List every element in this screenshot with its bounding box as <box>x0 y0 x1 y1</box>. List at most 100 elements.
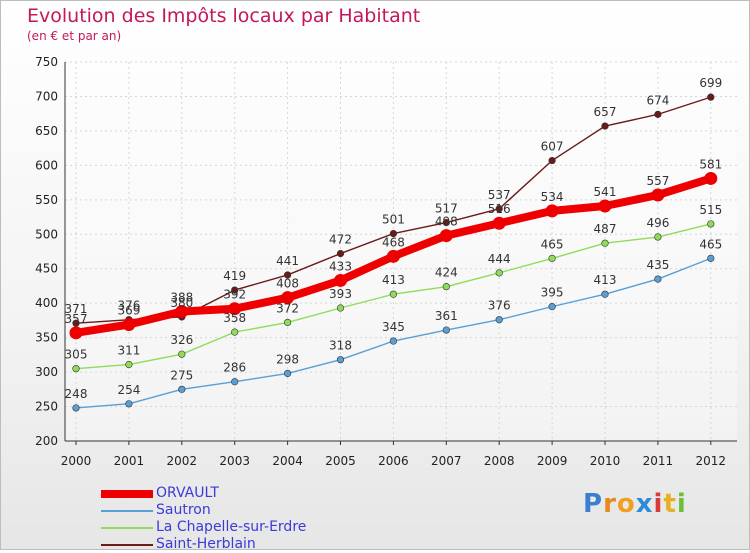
data-label-la-chapelle-sur-erdre: 311 <box>117 344 140 358</box>
data-point-orvault <box>228 302 242 316</box>
data-label-saint-herblain: 376 <box>117 299 140 313</box>
data-label-orvault: 392 <box>223 288 246 302</box>
data-label-sautron: 254 <box>117 383 140 397</box>
y-tick-label: 450 <box>35 262 58 276</box>
data-point-la-chapelle-sur-erdre <box>336 304 345 312</box>
legend-swatch <box>101 510 153 512</box>
data-point-saint-herblain <box>336 249 345 258</box>
data-label-orvault: 369 <box>117 304 140 318</box>
data-point-sautron <box>178 385 186 393</box>
data-point-la-chapelle-sur-erdre <box>125 360 133 369</box>
data-label-saint-herblain: 419 <box>223 269 246 283</box>
data-label-la-chapelle-sur-erdre: 487 <box>594 222 617 236</box>
legend-label: Sautron <box>156 502 211 518</box>
data-point-la-chapelle-sur-erdre <box>72 365 80 373</box>
data-label-saint-herblain: 657 <box>594 105 617 119</box>
data-point-orvault <box>334 273 347 287</box>
data-point-sautron <box>336 356 345 364</box>
data-label-sautron: 435 <box>646 258 669 272</box>
y-tick-label: 400 <box>35 296 58 310</box>
data-point-saint-herblain <box>601 122 609 130</box>
x-tick-label: 2010 <box>590 454 621 468</box>
x-tick-label: 2000 <box>61 454 92 468</box>
data-label-la-chapelle-sur-erdre: 326 <box>170 333 193 347</box>
logo-letter: o <box>616 489 636 519</box>
data-label-orvault: 516 <box>488 202 511 216</box>
data-point-saint-herblain <box>389 229 398 238</box>
data-label-la-chapelle-sur-erdre: 515 <box>699 203 722 217</box>
data-point-la-chapelle-sur-erdre <box>654 233 662 241</box>
x-tick-label: 2002 <box>167 454 198 468</box>
data-point-la-chapelle-sur-erdre <box>178 350 186 358</box>
data-point-la-chapelle-sur-erdre <box>495 269 503 277</box>
data-label-sautron: 286 <box>223 361 246 375</box>
data-label-orvault: 388 <box>170 290 193 304</box>
y-tick-label: 350 <box>35 331 58 345</box>
data-point-la-chapelle-sur-erdre <box>601 239 609 247</box>
legend-label: Saint-Herblain <box>156 536 256 552</box>
y-tick-label: 650 <box>35 124 58 138</box>
x-tick-label: 2009 <box>537 454 568 468</box>
data-label-orvault: 581 <box>699 157 722 171</box>
data-point-sautron <box>442 326 450 334</box>
data-label-sautron: 361 <box>435 309 458 323</box>
y-tick-label: 700 <box>35 89 58 103</box>
data-label-saint-herblain: 517 <box>435 202 458 216</box>
data-label-sautron: 298 <box>276 352 299 366</box>
data-label-orvault: 357 <box>65 312 88 326</box>
data-point-la-chapelle-sur-erdre <box>231 328 239 336</box>
data-point-la-chapelle-sur-erdre <box>548 254 556 262</box>
legend: ORVAULT Sautron La Chapelle-sur-Erdre Saint… <box>101 485 361 553</box>
data-label-la-chapelle-sur-erdre: 465 <box>541 237 564 251</box>
data-label-la-chapelle-sur-erdre: 413 <box>382 273 405 287</box>
logo-letter: x <box>635 489 654 519</box>
data-point-sautron <box>389 337 398 345</box>
axis-layer: 200 250 300 350 400 450 500 550 600 650 700 750 2000… <box>35 55 737 468</box>
data-label-sautron: 413 <box>594 273 617 287</box>
series-layer <box>69 93 718 412</box>
data-point-saint-herblain <box>442 218 450 227</box>
data-label-sautron: 248 <box>65 387 88 401</box>
data-point-orvault <box>598 199 612 213</box>
data-point-la-chapelle-sur-erdre <box>284 318 292 327</box>
data-point-saint-herblain <box>495 205 503 213</box>
data-point-sautron <box>654 275 662 283</box>
data-point-saint-herblain <box>231 286 239 294</box>
data-point-sautron <box>548 303 556 311</box>
legend-item-orvault: ORVAULT <box>101 485 361 502</box>
data-label-orvault: 534 <box>541 190 564 204</box>
x-tick-label: 2001 <box>114 454 145 468</box>
legend-swatch <box>101 544 153 546</box>
x-tick-label: 2006 <box>378 454 409 468</box>
data-label-orvault: 408 <box>276 277 299 291</box>
data-point-saint-herblain <box>707 93 715 101</box>
data-label-sautron: 376 <box>488 299 511 313</box>
data-label-sautron: 318 <box>329 339 352 353</box>
data-label-orvault: 557 <box>646 174 669 188</box>
data-point-sautron <box>601 290 609 298</box>
data-label-sautron: 275 <box>170 368 193 382</box>
data-label-la-chapelle-sur-erdre: 424 <box>435 266 458 280</box>
data-label-sautron: 345 <box>382 320 405 334</box>
grid-layer <box>65 61 737 442</box>
data-label-saint-herblain: 441 <box>276 254 299 268</box>
data-point-sautron <box>284 369 292 378</box>
data-point-orvault <box>704 171 718 185</box>
data-label-saint-herblain: 472 <box>329 233 352 247</box>
data-point-orvault <box>492 216 506 230</box>
data-point-sautron <box>125 400 133 408</box>
data-label-saint-herblain: 537 <box>488 188 511 202</box>
y-tick-label: 550 <box>35 193 58 207</box>
data-point-saint-herblain <box>548 156 556 165</box>
data-point-orvault <box>175 304 189 318</box>
data-label-sautron: 395 <box>541 286 564 300</box>
data-label-la-chapelle-sur-erdre: 358 <box>223 311 246 325</box>
y-tick-label: 750 <box>35 55 58 69</box>
data-label-saint-herblain: 699 <box>699 76 722 90</box>
data-label-saint-herblain: 607 <box>541 140 564 154</box>
data-label-la-chapelle-sur-erdre: 444 <box>488 252 511 266</box>
legend-item-la-chapelle-sur-erdre: La Chapelle-sur-Erdre <box>101 519 361 536</box>
proxiti-logo: Proxiti <box>583 489 687 519</box>
x-tick-label: 2008 <box>484 454 515 468</box>
